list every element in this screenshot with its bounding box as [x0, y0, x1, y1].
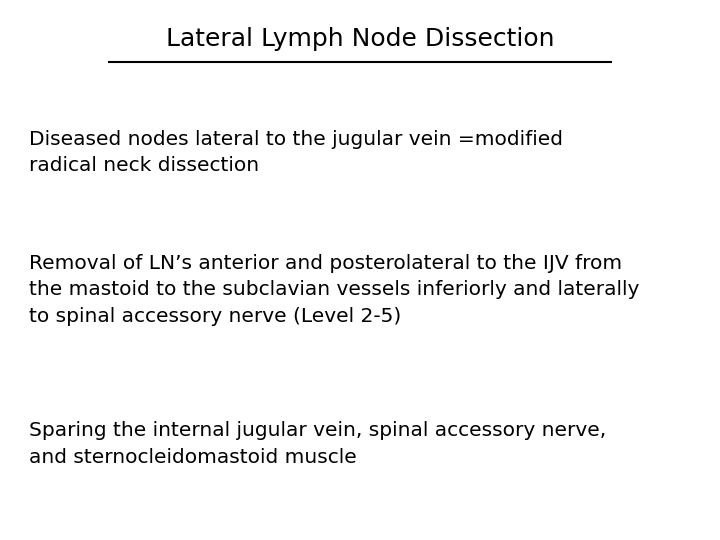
Text: Diseased nodes lateral to the jugular vein =modified
radical neck dissection: Diseased nodes lateral to the jugular ve…	[29, 130, 563, 175]
Text: Sparing the internal jugular vein, spinal accessory nerve,
and sternocleidomasto: Sparing the internal jugular vein, spina…	[29, 421, 606, 467]
Text: Removal of LN’s anterior and posterolateral to the IJV from
the mastoid to the s: Removal of LN’s anterior and posterolate…	[29, 254, 639, 326]
Text: Lateral Lymph Node Dissection: Lateral Lymph Node Dissection	[166, 27, 554, 51]
